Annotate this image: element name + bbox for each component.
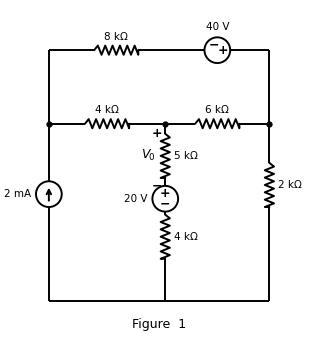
Text: −: − [208, 38, 219, 51]
Text: 4 kΩ: 4 kΩ [95, 105, 119, 115]
Text: +: + [151, 127, 162, 140]
Text: $V_{\!0}$: $V_{\!0}$ [141, 148, 155, 163]
Text: 8 kΩ: 8 kΩ [104, 32, 128, 42]
Text: Figure  1: Figure 1 [132, 318, 186, 331]
Text: 20 V: 20 V [124, 194, 148, 204]
Text: 4 kΩ: 4 kΩ [174, 232, 198, 242]
Text: 5 kΩ: 5 kΩ [174, 151, 198, 161]
Text: −: − [151, 180, 162, 193]
Text: 2 kΩ: 2 kΩ [278, 180, 302, 190]
Text: 6 kΩ: 6 kΩ [205, 105, 229, 115]
Text: +: + [160, 187, 171, 200]
Text: 40 V: 40 V [206, 22, 229, 32]
Text: +: + [217, 44, 228, 57]
Text: 2 mA: 2 mA [4, 189, 31, 199]
Text: −: − [160, 198, 171, 211]
